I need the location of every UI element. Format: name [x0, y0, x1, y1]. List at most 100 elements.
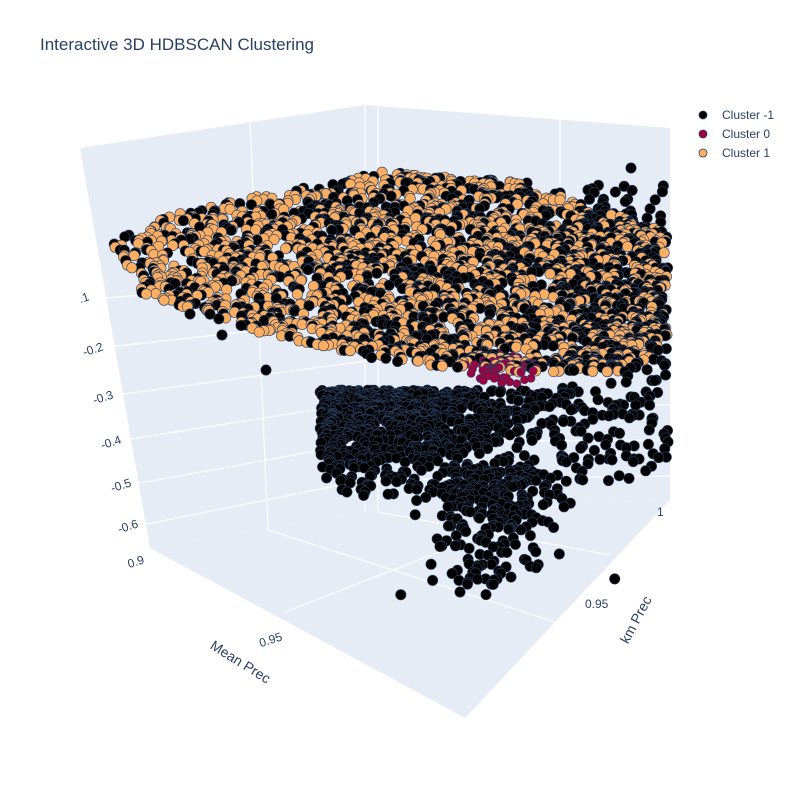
data-point: [225, 224, 237, 236]
data-point: [528, 366, 538, 376]
data-point: [558, 501, 570, 513]
data-point: [613, 470, 625, 482]
data-point: [505, 571, 517, 583]
data-point: [621, 241, 633, 253]
data-point: [620, 376, 632, 388]
data-point: [473, 447, 485, 459]
data-point: [341, 486, 353, 498]
data-point: [526, 434, 538, 446]
data-point: [425, 558, 437, 570]
data-point: [548, 521, 560, 533]
data-point: [560, 456, 572, 468]
z-tick-label: -0.2: [81, 339, 105, 359]
data-point: [625, 162, 637, 174]
data-point: [380, 352, 392, 364]
data-point: [644, 399, 656, 411]
data-point: [420, 491, 432, 503]
grid-line: [136, 479, 366, 527]
data-point: [603, 410, 615, 422]
data-point: [371, 267, 383, 279]
x-tick-label: 0.9: [126, 552, 147, 571]
data-point: [640, 465, 652, 477]
data-point: [213, 313, 225, 325]
data-point: [472, 573, 484, 585]
legend-item-cluster-1[interactable]: Cluster 1: [698, 146, 770, 160]
data-point: [473, 512, 485, 524]
data-point: [253, 326, 265, 338]
scatter-points: [108, 162, 674, 601]
data-point: [524, 530, 536, 542]
data-point: [543, 401, 555, 413]
data-point: [507, 481, 519, 493]
data-point: [245, 199, 257, 211]
data-point: [158, 294, 170, 306]
legend-marker: [698, 129, 708, 139]
data-point: [565, 404, 577, 416]
data-point: [501, 546, 513, 558]
y-tick-label: 0.95: [585, 597, 609, 611]
data-point: [660, 369, 672, 381]
data-point: [344, 345, 356, 357]
data-point: [140, 288, 152, 300]
data-point: [436, 360, 448, 372]
legend-item-cluster-neg1[interactable]: Cluster -1: [698, 108, 774, 122]
data-point: [442, 520, 454, 532]
x-tick-label: 0.95: [257, 629, 284, 650]
data-point: [601, 366, 613, 378]
z-tick-label: -0.3: [91, 387, 115, 407]
data-point: [627, 456, 639, 468]
data-point: [221, 283, 233, 295]
data-point: [537, 499, 549, 511]
data-point: [399, 456, 411, 468]
data-point: [404, 193, 416, 205]
data-point: [623, 412, 635, 424]
data-point: [449, 540, 461, 552]
legend: Cluster -1 Cluster 0 Cluster 1: [698, 108, 774, 160]
data-point: [235, 319, 247, 331]
data-point: [560, 475, 572, 487]
legend-item-cluster-0[interactable]: Cluster 0: [698, 127, 770, 141]
data-point: [395, 589, 407, 601]
data-point: [606, 454, 618, 466]
data-point: [487, 578, 499, 590]
data-point: [658, 359, 670, 371]
z-tick-label: .1: [77, 289, 91, 306]
data-point: [216, 329, 228, 341]
data-point: [128, 250, 140, 262]
data-point: [605, 377, 617, 389]
data-point: [592, 394, 604, 406]
data-point: [454, 586, 466, 598]
data-point: [538, 288, 550, 300]
data-point: [317, 340, 329, 352]
data-point: [587, 365, 599, 377]
data-point: [530, 546, 542, 558]
data-point: [498, 455, 510, 467]
data-point: [444, 225, 456, 237]
data-point: [511, 442, 523, 454]
data-point: [409, 509, 421, 521]
data-point: [224, 203, 236, 215]
data-point: [588, 444, 600, 456]
data-point: [509, 538, 521, 550]
data-point: [126, 262, 138, 274]
data-point: [392, 355, 404, 367]
data-point: [478, 376, 488, 385]
data-point: [504, 429, 516, 441]
data-point: [366, 352, 378, 364]
data-point: [520, 375, 529, 385]
data-point: [505, 377, 515, 387]
data-point: [626, 184, 638, 196]
data-point: [385, 190, 397, 202]
data-point: [291, 288, 303, 300]
data-point: [411, 494, 423, 506]
legend-label: Cluster -1: [722, 108, 774, 122]
data-point: [442, 501, 454, 513]
data-point: [644, 203, 656, 215]
y-axis-label: km Prec: [616, 593, 654, 646]
grid-line: [101, 360, 366, 398]
data-point: [303, 300, 315, 312]
data-point: [568, 364, 580, 376]
data-point: [452, 361, 464, 373]
data-point: [302, 264, 314, 276]
data-point: [466, 368, 476, 378]
